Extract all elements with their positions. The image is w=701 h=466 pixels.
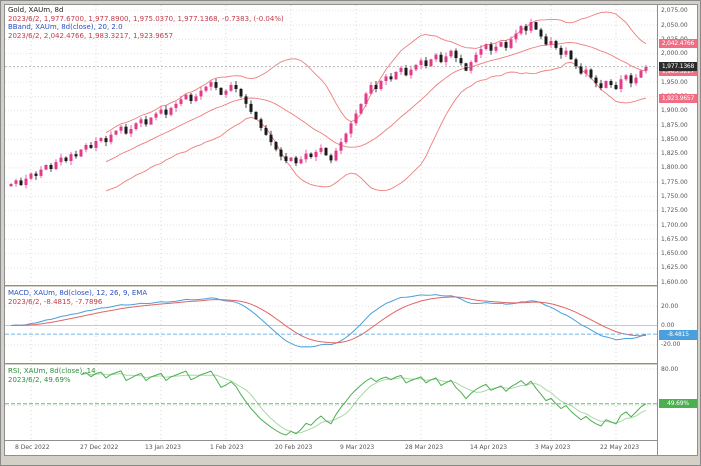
price-tick-label: 1,650.00 <box>661 250 688 258</box>
time-axis-label: 22 May 2023 <box>600 444 640 451</box>
macd-value-box: -8.4815 <box>659 329 697 339</box>
last-price-box: 1,977.1368 <box>659 62 697 72</box>
bollinger-middle-line <box>105 42 647 163</box>
price-tick-label: 1,900.00 <box>661 107 688 115</box>
rsi-line <box>80 370 647 436</box>
rsi-smooth-line <box>80 373 647 434</box>
price-tick-label: 1,725.00 <box>661 207 688 215</box>
time-axis-label: 27 Dec 2022 <box>80 444 119 451</box>
time-axis-label: 9 Mar 2023 <box>340 444 375 451</box>
bollinger-lower-line <box>105 61 647 192</box>
time-axis-label: 20 Feb 2023 <box>275 444 313 451</box>
pane-resize-divider[interactable] <box>5 363 657 366</box>
bollinger-upper-line <box>105 11 647 134</box>
upper-band-price-box: 2,042.4766 <box>659 39 697 49</box>
price-tick-label: 2,050.00 <box>661 21 688 29</box>
price-tick-label: 1,625.00 <box>661 264 688 272</box>
rsi-plot <box>5 366 657 440</box>
rsi-grid <box>5 366 657 440</box>
price-tick-label: 2,075.00 <box>661 7 688 15</box>
macd-tick-label: -20.00 <box>661 341 681 349</box>
price-tick-label: 1,775.00 <box>661 178 688 186</box>
time-axis-label: 1 Feb 2023 <box>210 444 244 451</box>
price-tick-label: 1,700.00 <box>661 221 688 229</box>
price-tick-label: 1,825.00 <box>661 150 688 158</box>
price-tick-label: 2,000.00 <box>661 50 688 58</box>
time-axis-label: 28 Mar 2023 <box>405 444 444 451</box>
lower-band-price-box: 1,923.9657 <box>659 93 697 103</box>
price-tick-label: 1,750.00 <box>661 192 688 200</box>
time-axis-label: 14 Apr 2023 <box>470 444 508 451</box>
price-tick-label: 1,675.00 <box>661 235 688 243</box>
price-tick-label: 1,600.00 <box>661 278 688 286</box>
price-tick-label: 1,875.00 <box>661 121 688 129</box>
time-axis-label: 8 Dec 2022 <box>15 444 50 451</box>
macd-grid <box>5 288 657 363</box>
chart-window: Gold, XAUm, 8d 2023/6/2, 1,977.6700, 1,9… <box>4 4 698 456</box>
price-tick-label: 1,800.00 <box>661 164 688 172</box>
time-axis[interactable]: 8 Dec 2022 27 Dec 2022 13 Jan 2023 1 Feb 20… <box>5 440 657 455</box>
rsi-pane[interactable]: RSI, XAUm, 8d(close), 14 2023/6/2, 49.69… <box>5 366 657 440</box>
price-axis[interactable]: 2,075.002,050.002,025.002,000.001,975.00… <box>657 5 697 455</box>
candles-group <box>9 18 648 189</box>
pane-resize-divider[interactable] <box>5 285 657 288</box>
main-grid <box>5 5 657 285</box>
time-axis-label: 3 May 2023 <box>535 444 571 451</box>
macd-tick-label: 20.00 <box>661 302 679 310</box>
rsi-value-box: 49.69% <box>659 399 697 409</box>
macd-plot <box>5 288 657 363</box>
bollinger-bands <box>105 11 647 192</box>
price-tick-label: 1,850.00 <box>661 135 688 143</box>
time-axis-label: 13 Jan 2023 <box>145 444 181 451</box>
price-tick-label: 1,950.00 <box>661 78 688 86</box>
main-chart-pane[interactable]: Gold, XAUm, 8d 2023/6/2, 1,977.6700, 1,9… <box>5 5 657 285</box>
candlestick-plot <box>5 5 657 285</box>
macd-tick-label: 0.00 <box>661 322 675 329</box>
macd-signal-line <box>10 296 647 344</box>
rsi-tick-label: 80.00 <box>661 365 679 373</box>
rsi-lines <box>80 370 647 436</box>
macd-pane[interactable]: MACD, XAUm, 8d(close), 12, 26, 9, EMA 20… <box>5 288 657 363</box>
macd-lines <box>10 294 647 348</box>
